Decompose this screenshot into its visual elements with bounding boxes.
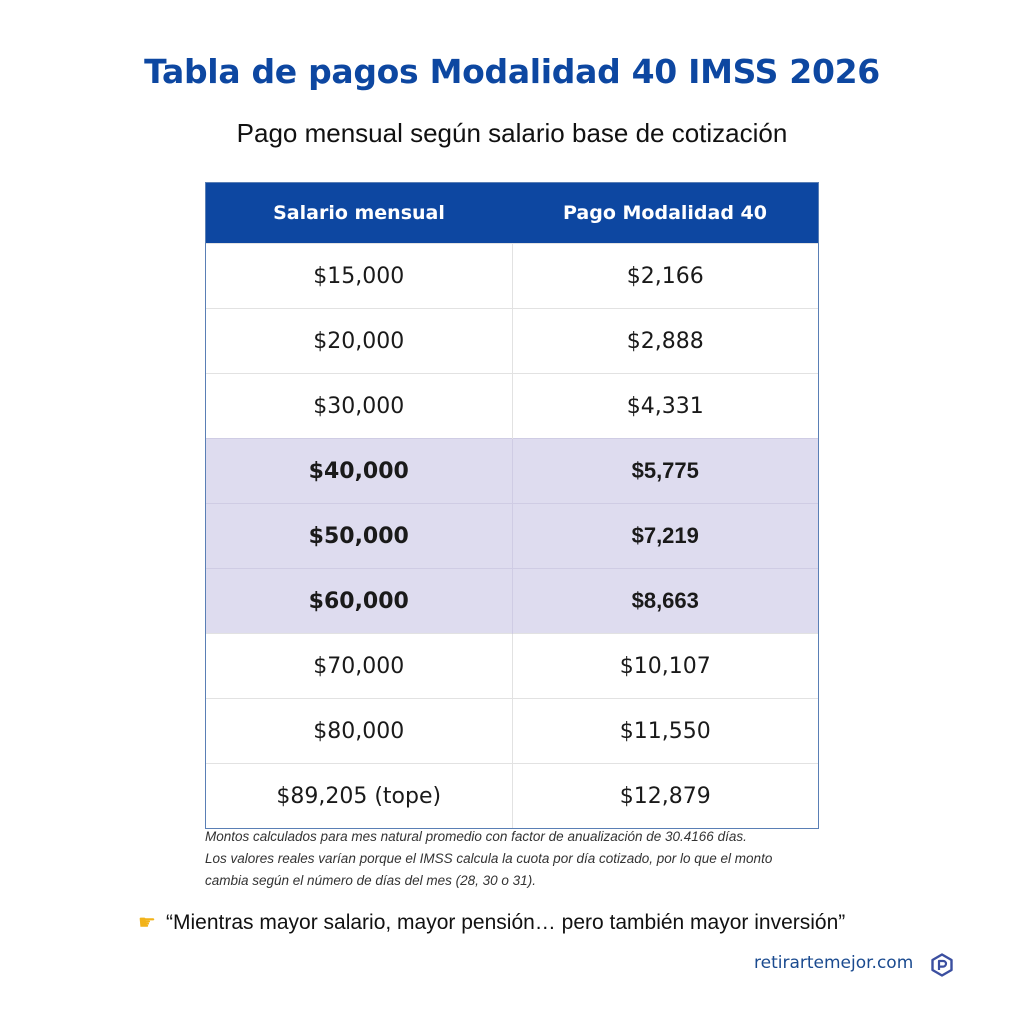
pago-cell: $4,331 (511, 373, 818, 439)
salario-cell: $30,000 (206, 373, 512, 439)
table-row: $70,000 $10,107 (206, 633, 818, 699)
table-row-highlighted: $60,000 $8,663 (206, 568, 818, 634)
pago-cell: $7,219 (511, 503, 818, 569)
table-row: $20,000 $2,888 (206, 308, 818, 374)
page-subtitle: Pago mensual según salario base de cotiz… (236, 118, 788, 148)
salario-cell: $40,000 (206, 438, 512, 504)
table-row: $89,205 (tope) $12,879 (206, 763, 818, 828)
pago-cell: $2,166 (511, 243, 818, 309)
salario-cell: $50,000 (206, 503, 512, 569)
pago-cell: $2,888 (511, 308, 818, 374)
table-header-row: Salario mensual Pago Modalidad 40 (206, 183, 818, 244)
salario-cell: $89,205 (tope) (206, 763, 512, 828)
salario-cell: $20,000 (206, 308, 512, 374)
site-link[interactable]: retirartemejor.com (754, 953, 914, 973)
footnote-line: Montos calculados para mes natural prome… (205, 829, 747, 844)
table-row-highlighted: $50,000 $7,219 (206, 503, 818, 569)
quote: ☛ “Mientras mayor salario, mayor pensión…… (138, 910, 918, 935)
salario-cell: $70,000 (206, 633, 512, 699)
pago-cell: $11,550 (511, 698, 818, 764)
column-header-pago: Pago Modalidad 40 (512, 183, 818, 244)
quote-text: “Mientras mayor salario, mayor pensión… … (166, 911, 846, 934)
pago-cell: $10,107 (511, 633, 818, 699)
page-title: Tabla de pagos Modalidad 40 IMSS 2026 (144, 52, 880, 91)
table-row-highlighted: $40,000 $5,775 (206, 438, 818, 504)
pointing-hand-icon: ☛ (138, 912, 156, 934)
table-row: $15,000 $2,166 (206, 243, 818, 309)
table-row: $80,000 $11,550 (206, 698, 818, 764)
brand-logo-icon (931, 953, 953, 977)
salario-cell: $80,000 (206, 698, 512, 764)
payments-table: Salario mensual Pago Modalidad 40 $15,00… (205, 182, 819, 829)
footnote-line: cambia según el número de días del mes (… (205, 873, 536, 888)
footnote: Montos calculados para mes natural prome… (205, 826, 825, 892)
pago-cell: $12,879 (511, 763, 818, 828)
pago-cell: $5,775 (511, 438, 818, 504)
column-header-salario: Salario mensual (206, 183, 512, 244)
salario-cell: $60,000 (206, 568, 512, 634)
pago-cell: $8,663 (511, 568, 818, 634)
table-row: $30,000 $4,331 (206, 373, 818, 439)
salario-cell: $15,000 (206, 243, 512, 309)
footnote-line: Los valores reales varían porque el IMSS… (205, 851, 773, 866)
